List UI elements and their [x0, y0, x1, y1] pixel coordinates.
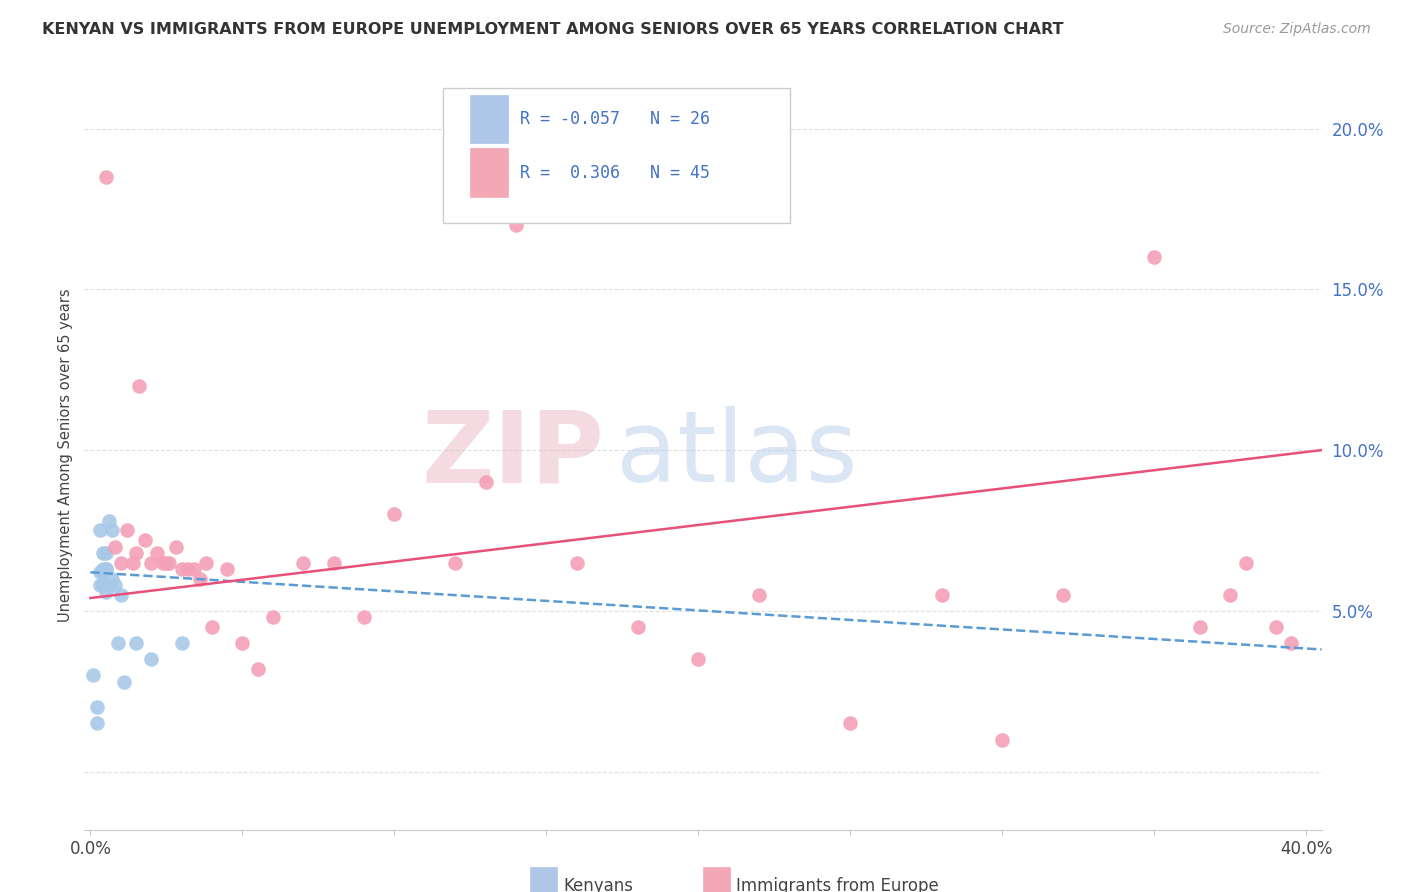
Point [107, 636, 129, 650]
Point [931, 588, 953, 602]
Point [94, 169, 117, 184]
Point [292, 556, 315, 570]
Point [201, 620, 224, 634]
Point [97, 514, 120, 528]
FancyBboxPatch shape [530, 867, 557, 892]
Point [688, 652, 710, 666]
Point [159, 556, 181, 570]
Point [91, 546, 114, 560]
Point [565, 556, 588, 570]
Point [165, 540, 187, 554]
Point [82, 668, 104, 682]
FancyBboxPatch shape [471, 95, 508, 144]
Point [112, 674, 135, 689]
Y-axis label: Unemployment Among Seniors over 65 years: Unemployment Among Seniors over 65 years [58, 288, 73, 622]
Point [1265, 620, 1288, 634]
Point [100, 572, 122, 586]
Point [246, 662, 269, 676]
Point [839, 716, 862, 731]
Point [1279, 636, 1302, 650]
Point [353, 610, 375, 624]
Point [104, 540, 127, 554]
Point [94, 584, 117, 599]
Point [505, 218, 527, 232]
Point [104, 578, 127, 592]
Point [748, 588, 770, 602]
Point [170, 636, 193, 650]
Point [141, 556, 163, 570]
Point [125, 546, 148, 560]
Point [110, 556, 132, 570]
Text: R =  0.306   N = 45: R = 0.306 N = 45 [520, 164, 710, 182]
FancyBboxPatch shape [471, 148, 508, 197]
FancyBboxPatch shape [443, 87, 790, 223]
Text: Source: ZipAtlas.com: Source: ZipAtlas.com [1223, 22, 1371, 37]
Point [110, 588, 132, 602]
Point [1234, 556, 1257, 570]
Text: Immigrants from Europe: Immigrants from Europe [737, 877, 939, 892]
Point [1052, 588, 1074, 602]
Text: KENYAN VS IMMIGRANTS FROM EUROPE UNEMPLOYMENT AMONG SENIORS OVER 65 YEARS CORREL: KENYAN VS IMMIGRANTS FROM EUROPE UNEMPLO… [42, 22, 1064, 37]
Point [170, 562, 193, 576]
Point [1143, 250, 1166, 264]
Text: Kenyans: Kenyans [564, 877, 633, 892]
Point [134, 533, 156, 548]
Point [122, 556, 145, 570]
Point [141, 652, 163, 666]
Point [89, 524, 111, 538]
Text: atlas: atlas [616, 407, 858, 503]
Point [155, 556, 177, 570]
Point [86, 700, 108, 714]
Point [194, 556, 217, 570]
Point [94, 562, 117, 576]
Text: R = -0.057   N = 26: R = -0.057 N = 26 [520, 110, 710, 128]
Point [322, 556, 344, 570]
Point [1189, 620, 1212, 634]
Point [183, 562, 205, 576]
Point [97, 578, 120, 592]
Point [97, 578, 120, 592]
Point [384, 508, 406, 522]
Point [627, 620, 650, 634]
Point [86, 716, 108, 731]
Point [89, 578, 111, 592]
Point [115, 524, 138, 538]
Point [125, 636, 148, 650]
Point [231, 636, 253, 650]
Point [474, 475, 496, 490]
Text: ZIP: ZIP [422, 407, 605, 503]
Point [177, 562, 200, 576]
Point [217, 562, 239, 576]
Point [991, 732, 1014, 747]
Point [91, 566, 114, 580]
Point [91, 562, 114, 576]
Point [91, 578, 114, 592]
Point [94, 562, 117, 576]
Point [128, 378, 150, 392]
Point [1219, 588, 1241, 602]
Point [89, 566, 111, 580]
Point [262, 610, 284, 624]
Point [188, 572, 211, 586]
Point [146, 546, 169, 560]
FancyBboxPatch shape [703, 867, 730, 892]
Point [444, 556, 467, 570]
Point [94, 546, 117, 560]
Point [100, 524, 122, 538]
Point [152, 556, 174, 570]
